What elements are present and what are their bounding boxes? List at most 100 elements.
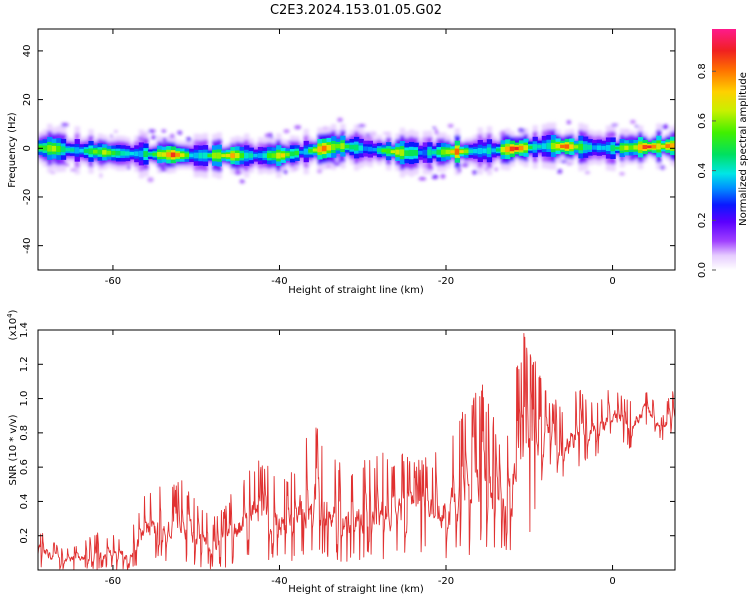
spectrogram-cell bbox=[83, 149, 90, 153]
spectrogram-speckle bbox=[365, 133, 371, 137]
spectrogram-cell bbox=[60, 146, 67, 153]
spectrogram-cell bbox=[193, 152, 199, 159]
spectrogram-speckle bbox=[611, 123, 619, 127]
spectrogram-cell bbox=[88, 148, 94, 155]
spectrogram-speckle bbox=[566, 120, 571, 125]
spectrogram-cell bbox=[528, 145, 534, 149]
spectrogram-cell bbox=[518, 145, 525, 151]
spectrogram-cell bbox=[349, 144, 355, 150]
spectrogram-cell bbox=[418, 150, 424, 155]
spectrogram-cell bbox=[294, 150, 300, 156]
spectrogram-cell bbox=[312, 148, 319, 152]
spectrogram-speckle bbox=[161, 129, 166, 133]
spectrogram-cell bbox=[111, 150, 117, 156]
spectrogram-cell bbox=[386, 148, 392, 154]
bottom-y-tick-label: 0.2 bbox=[19, 528, 30, 544]
spectrogram-cell bbox=[248, 153, 254, 158]
spectrogram-speckle bbox=[109, 134, 114, 138]
spectrogram-cell bbox=[106, 150, 112, 155]
spectrogram-core bbox=[38, 134, 675, 167]
spectrogram-cell bbox=[633, 145, 639, 150]
spectrogram-speckle bbox=[126, 161, 132, 166]
spectrogram-cell bbox=[473, 148, 479, 154]
spectrogram-cell bbox=[491, 148, 497, 153]
top-x-ticks: -60 -40 -20 0 bbox=[105, 29, 616, 287]
spectrogram-cell bbox=[317, 146, 323, 153]
spectrogram-cell bbox=[42, 145, 48, 151]
spectrogram-cell bbox=[422, 149, 428, 156]
top-x-tick-label: -20 bbox=[438, 276, 454, 287]
spectrogram-cell bbox=[395, 149, 401, 155]
spectrogram-cell bbox=[624, 145, 630, 150]
top-x-tick-label: -60 bbox=[105, 276, 121, 287]
spectrogram-speckle bbox=[517, 128, 526, 133]
spectrogram-speckle bbox=[627, 134, 636, 138]
spectrogram-cell bbox=[120, 151, 126, 156]
spectrogram-cell bbox=[129, 152, 135, 156]
spectrogram-speckle bbox=[382, 131, 391, 135]
spectrogram-speckle bbox=[234, 169, 242, 175]
bottom-y-tick-label: 1.2 bbox=[19, 356, 30, 372]
bottom-y-tick-label: 0.4 bbox=[19, 493, 30, 509]
spectrogram-cell bbox=[665, 144, 671, 148]
spectrogram-cell bbox=[605, 145, 612, 152]
spectrogram-cell bbox=[70, 148, 76, 152]
spectrogram-cell bbox=[404, 150, 410, 156]
spectrogram-speckle bbox=[500, 131, 506, 136]
spectrogram-cell bbox=[656, 143, 662, 150]
colorbar-tick-label: 0.8 bbox=[697, 63, 708, 79]
bottom-x-tick-label: -20 bbox=[438, 576, 454, 587]
spectrogram-speckle bbox=[356, 159, 363, 162]
spectrogram-cell bbox=[463, 149, 470, 154]
spectrogram-cell bbox=[321, 145, 328, 152]
spectrogram-cell bbox=[262, 153, 268, 158]
spectrogram-cell bbox=[596, 145, 602, 150]
spectrogram-speckle bbox=[584, 171, 590, 174]
spectrogram-cell bbox=[166, 152, 172, 158]
top-y-tick-label: 0 bbox=[22, 145, 33, 151]
spectrogram-cell bbox=[354, 144, 360, 151]
spectrogram-cell bbox=[212, 152, 218, 159]
spectrogram-cell bbox=[175, 153, 181, 157]
spectrogram-cell bbox=[468, 149, 474, 154]
spectrogram-cell bbox=[198, 152, 204, 159]
spectrogram-speckle bbox=[337, 158, 345, 163]
spectrogram-cell bbox=[161, 152, 167, 157]
spectrogram-cell bbox=[459, 150, 465, 153]
top-y-ticks: 40 20 0 -20 -40 bbox=[22, 45, 675, 254]
spectrogram-speckle bbox=[239, 179, 245, 184]
spectrogram-cell bbox=[184, 153, 190, 158]
spectrogram-speckle bbox=[557, 169, 563, 174]
spectrogram-cell bbox=[564, 144, 570, 149]
spectrogram-cell bbox=[207, 154, 213, 157]
spectrogram-speckle bbox=[609, 131, 615, 134]
colorbar-tick-label: 0.0 bbox=[697, 262, 708, 278]
spectrogram-cell bbox=[651, 144, 657, 149]
bottom-y-axis-label: SNR (10 * v/v) bbox=[8, 414, 19, 485]
spectrogram-speckle bbox=[163, 138, 168, 142]
spectrogram-cell bbox=[482, 148, 488, 154]
spectrogram-speckle bbox=[431, 174, 439, 180]
spectrogram-cell bbox=[660, 144, 667, 148]
spectrogram-cell bbox=[47, 145, 53, 152]
spectrogram-cell bbox=[225, 153, 232, 158]
colorbar-tick-label: 0.4 bbox=[697, 163, 708, 179]
colorbar-tick-label: 0.6 bbox=[697, 113, 708, 129]
spectrogram-speckle bbox=[357, 124, 366, 128]
spectrogram-cell bbox=[74, 147, 80, 154]
spectrogram-speckle bbox=[457, 168, 462, 173]
spectrogram-cell bbox=[582, 144, 589, 151]
spectrogram-cell bbox=[253, 153, 259, 158]
spectrogram-cell bbox=[65, 147, 71, 152]
spectrogram-speckle bbox=[286, 140, 291, 144]
spectrogram-cell bbox=[157, 151, 163, 157]
spectrogram-cell bbox=[637, 144, 644, 151]
spectrogram-cell bbox=[308, 148, 314, 153]
spectrogram-cell bbox=[189, 153, 195, 158]
spectrogram-cell bbox=[216, 152, 222, 159]
spectrogram-cell bbox=[408, 149, 415, 157]
spectrogram-cell bbox=[555, 144, 561, 149]
spectrogram-speckle bbox=[38, 132, 44, 137]
spectrogram-speckle bbox=[148, 129, 156, 133]
